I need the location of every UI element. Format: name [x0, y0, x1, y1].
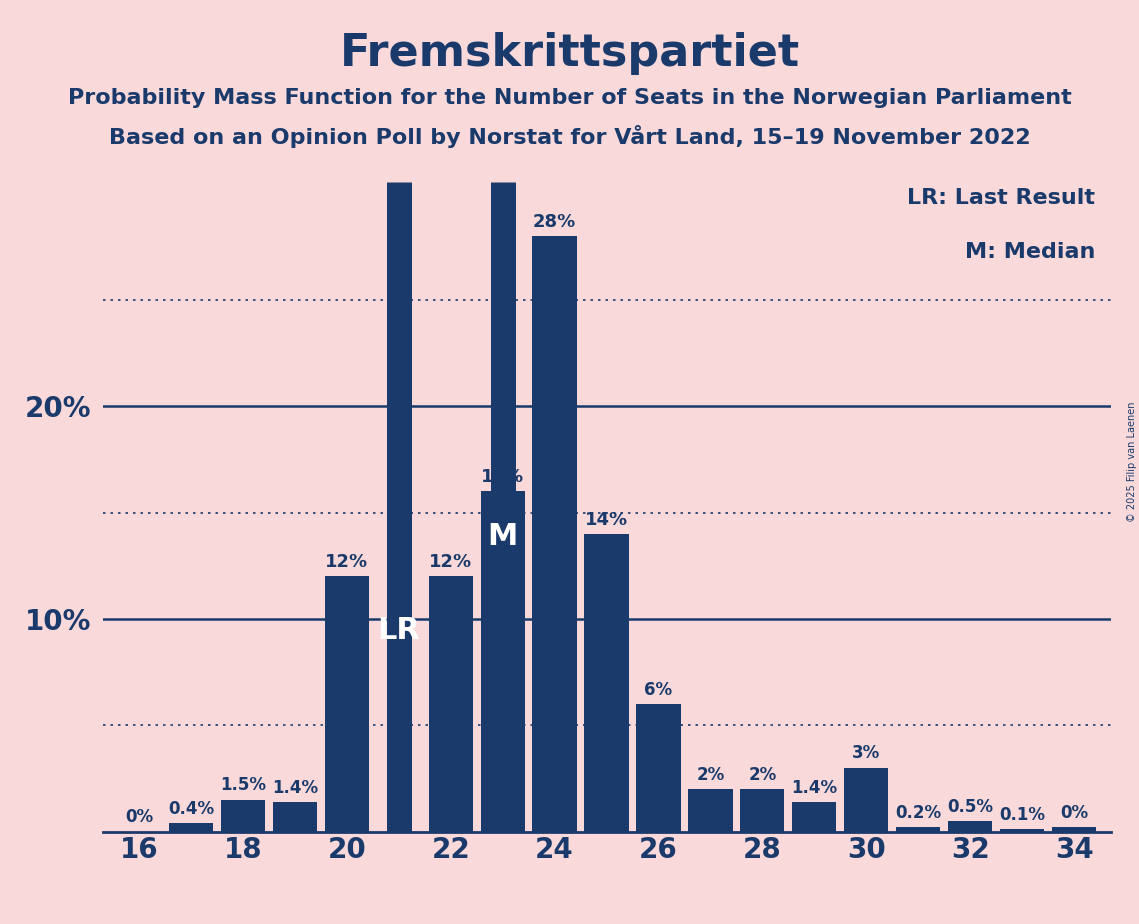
Bar [740, 789, 785, 832]
Text: 0.4%: 0.4% [167, 800, 214, 818]
Bar [272, 802, 317, 832]
Bar [428, 577, 473, 832]
Bar [793, 802, 836, 832]
Text: 0.2%: 0.2% [895, 804, 941, 822]
Text: 0%: 0% [1060, 804, 1088, 822]
Bar [481, 492, 525, 832]
Text: 12%: 12% [429, 553, 473, 571]
Bar [584, 534, 629, 832]
Text: 1.5%: 1.5% [220, 776, 265, 795]
Text: 1.4%: 1.4% [792, 779, 837, 796]
Text: Fremskrittspartiet: Fremskrittspartiet [339, 32, 800, 76]
Text: 14%: 14% [585, 511, 628, 529]
Text: 28%: 28% [533, 213, 576, 231]
Text: 3%: 3% [852, 745, 880, 762]
Text: 2%: 2% [696, 766, 724, 784]
Bar [221, 799, 265, 832]
Bar [532, 237, 576, 832]
Text: 6%: 6% [645, 681, 672, 699]
Text: 12%: 12% [325, 553, 368, 571]
Text: 0.5%: 0.5% [948, 797, 993, 816]
Bar [948, 821, 992, 832]
Text: Based on an Opinion Poll by Norstat for Vårt Land, 15–19 November 2022: Based on an Opinion Poll by Norstat for … [108, 125, 1031, 148]
Text: Probability Mass Function for the Number of Seats in the Norwegian Parliament: Probability Mass Function for the Number… [67, 88, 1072, 108]
Text: 0%: 0% [125, 808, 153, 826]
Text: 1.4%: 1.4% [272, 779, 318, 796]
Bar [169, 823, 213, 832]
Text: 0.1%: 0.1% [999, 806, 1046, 824]
Bar [1052, 827, 1096, 832]
Text: 16%: 16% [481, 468, 524, 486]
Bar [844, 768, 888, 832]
Bar [688, 789, 732, 832]
Text: M: M [487, 522, 518, 552]
Bar [325, 577, 369, 832]
Bar [896, 827, 941, 832]
Text: LR: Last Result: LR: Last Result [908, 188, 1096, 209]
Text: © 2025 Filip van Laenen: © 2025 Filip van Laenen [1126, 402, 1137, 522]
Text: LR: LR [377, 616, 420, 645]
Text: 2%: 2% [748, 766, 777, 784]
Text: M: Median: M: Median [965, 242, 1096, 262]
Bar [1000, 830, 1044, 832]
Bar [637, 704, 681, 832]
